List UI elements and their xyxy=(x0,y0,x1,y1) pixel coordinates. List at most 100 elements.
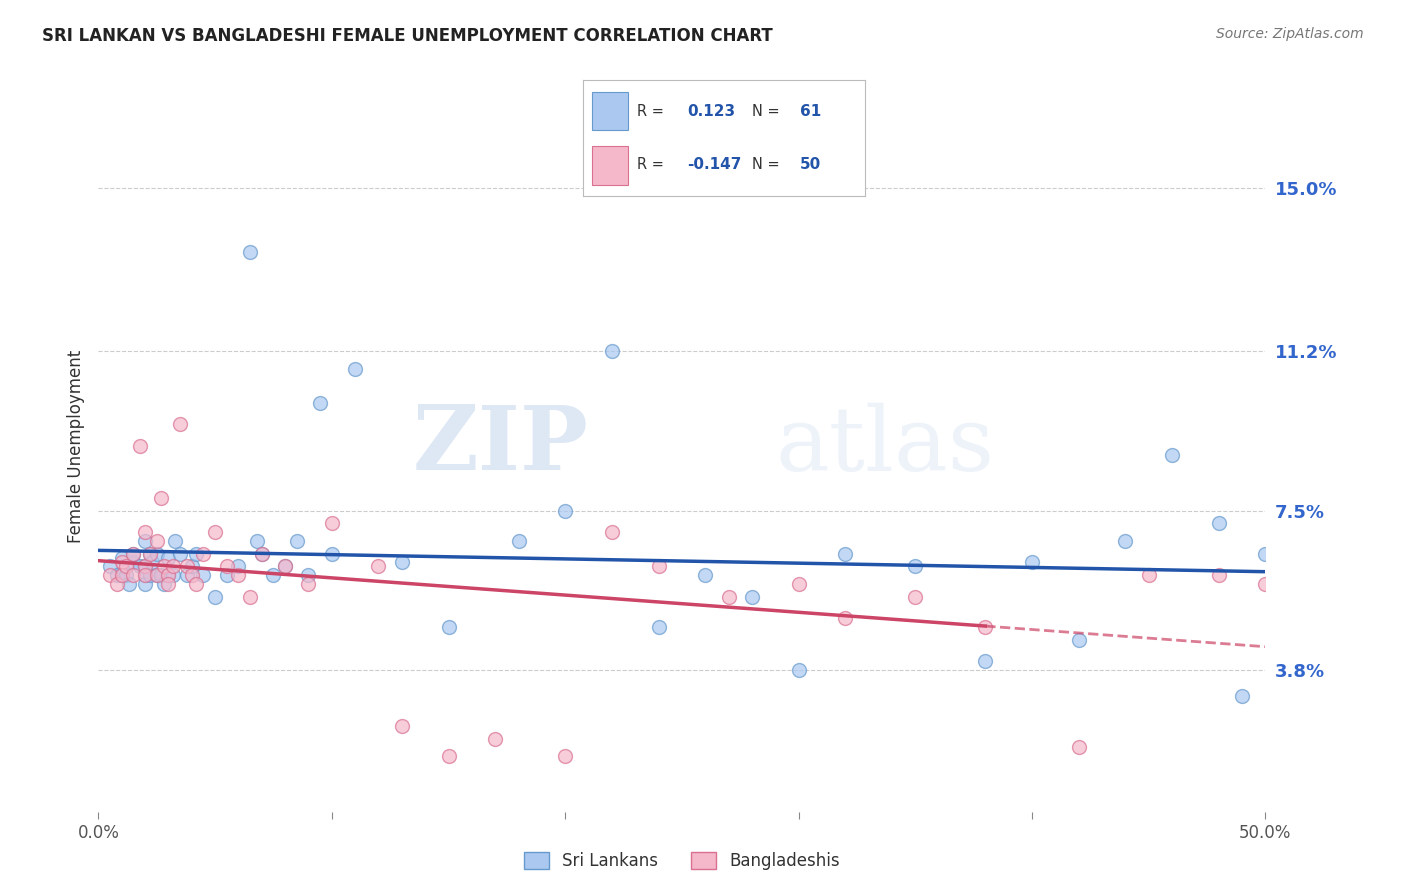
Point xyxy=(98,568,121,582)
Point xyxy=(152,576,174,591)
Point xyxy=(787,663,810,677)
Point xyxy=(1137,568,1160,582)
Point xyxy=(157,550,180,565)
Point xyxy=(1301,632,1323,647)
Point xyxy=(115,559,138,574)
Point xyxy=(974,654,997,668)
Point xyxy=(134,568,156,582)
Point xyxy=(146,568,169,582)
Point xyxy=(146,533,169,548)
Point xyxy=(1067,740,1090,755)
Point xyxy=(98,559,121,574)
Point xyxy=(647,620,669,634)
Point xyxy=(262,568,284,582)
Point xyxy=(1254,547,1277,561)
Point xyxy=(122,555,145,569)
Bar xyxy=(592,92,628,130)
Point xyxy=(437,620,460,634)
Point xyxy=(1067,632,1090,647)
Point xyxy=(647,559,669,574)
Point xyxy=(111,550,134,565)
Point xyxy=(204,524,226,539)
Point xyxy=(176,568,198,582)
Text: 50: 50 xyxy=(800,157,821,172)
Point xyxy=(391,719,413,733)
Point xyxy=(309,396,332,410)
Point xyxy=(139,547,162,561)
Point xyxy=(134,533,156,548)
Point xyxy=(367,559,389,574)
Point xyxy=(250,547,273,561)
Text: -0.147: -0.147 xyxy=(688,157,742,172)
Point xyxy=(193,568,215,582)
Point xyxy=(250,547,273,561)
Point xyxy=(134,568,156,582)
Point xyxy=(152,559,174,574)
Point xyxy=(391,555,413,569)
Point xyxy=(1161,448,1184,462)
Point xyxy=(834,547,856,561)
Point xyxy=(146,547,169,561)
Text: SRI LANKAN VS BANGLADESHI FEMALE UNEMPLOYMENT CORRELATION CHART: SRI LANKAN VS BANGLADESHI FEMALE UNEMPLO… xyxy=(42,27,773,45)
Point xyxy=(285,533,308,548)
Text: N =: N = xyxy=(752,157,785,172)
Point xyxy=(344,361,367,376)
Point xyxy=(169,547,191,561)
Text: R =: R = xyxy=(637,104,668,120)
Point xyxy=(122,568,145,582)
Point xyxy=(1114,533,1136,548)
Point xyxy=(508,533,530,548)
Point xyxy=(695,568,717,582)
Legend: Sri Lankans, Bangladeshis: Sri Lankans, Bangladeshis xyxy=(517,845,846,877)
Point xyxy=(150,491,173,505)
Point xyxy=(321,516,343,531)
Point xyxy=(139,568,162,582)
Text: N =: N = xyxy=(752,104,785,120)
Point xyxy=(215,568,238,582)
Point xyxy=(1208,516,1230,531)
Point xyxy=(134,524,156,539)
Point xyxy=(904,559,927,574)
Y-axis label: Female Unemployment: Female Unemployment xyxy=(66,350,84,542)
Point xyxy=(239,245,262,260)
Point xyxy=(1254,576,1277,591)
Point xyxy=(111,568,134,582)
Point xyxy=(204,590,226,604)
Point xyxy=(239,590,262,604)
Text: atlas: atlas xyxy=(775,402,994,490)
Point xyxy=(176,559,198,574)
Point xyxy=(115,568,138,582)
Point xyxy=(169,417,191,432)
Point xyxy=(146,568,169,582)
Point xyxy=(134,576,156,591)
Point xyxy=(105,568,128,582)
Point xyxy=(122,547,145,561)
Point xyxy=(974,620,997,634)
Point xyxy=(228,568,250,582)
Point xyxy=(157,568,180,582)
Point xyxy=(111,555,134,569)
Text: R =: R = xyxy=(637,157,668,172)
Point xyxy=(162,568,184,582)
Point xyxy=(141,555,163,569)
Point xyxy=(297,568,319,582)
Point xyxy=(274,559,297,574)
Point xyxy=(246,533,269,548)
Point xyxy=(717,590,740,604)
Point xyxy=(111,568,134,582)
Point xyxy=(139,547,162,561)
Point xyxy=(134,559,156,574)
Point xyxy=(129,439,152,453)
Point xyxy=(157,568,180,582)
Point xyxy=(787,576,810,591)
Point xyxy=(162,559,184,574)
Point xyxy=(180,568,202,582)
Point xyxy=(157,576,180,591)
Point xyxy=(186,576,208,591)
Point xyxy=(321,547,343,561)
Point xyxy=(180,559,202,574)
Point xyxy=(118,576,141,591)
Text: 61: 61 xyxy=(800,104,821,120)
Text: 0.123: 0.123 xyxy=(688,104,735,120)
Point xyxy=(600,524,623,539)
